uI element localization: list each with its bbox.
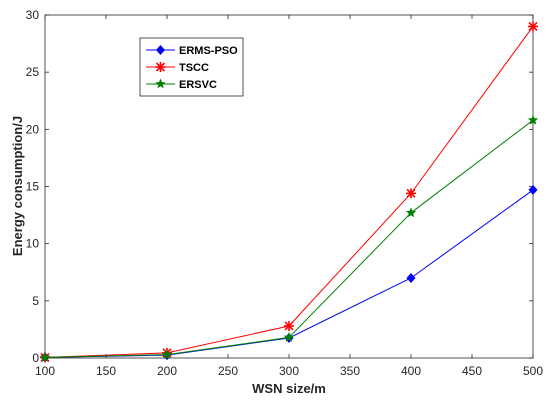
y-tick-label: 30 [26, 8, 40, 22]
x-axis-ticks: 100 150 200 250 300 350 400 450 500 [35, 15, 543, 378]
x-tick-label: 250 [218, 364, 238, 378]
y-tick-label: 20 [26, 122, 40, 136]
x-tick-label: 100 [35, 364, 55, 378]
legend: ERMS-PSO TSCC ERSVC [139, 37, 244, 97]
legend-label-ersvc: ERSVC [179, 79, 217, 91]
y-tick-label: 5 [32, 294, 39, 308]
y-tick-label: 0 [32, 351, 39, 365]
data-point-star [39, 351, 51, 362]
series-ersvc [39, 114, 539, 362]
data-point-star [161, 349, 173, 360]
y-axis-label: Energy consumption/J [10, 116, 25, 256]
x-tick-label: 200 [157, 364, 177, 378]
y-tick-label: 10 [26, 237, 40, 251]
data-point-star [405, 207, 417, 218]
x-tick-label: 350 [340, 364, 360, 378]
x-tick-label: 300 [279, 364, 299, 378]
data-point-asterisk [284, 320, 294, 331]
data-point-asterisk [406, 188, 416, 199]
legend-marker-erms-pso [156, 45, 165, 55]
legend-label-erms-pso: ERMS-PSO [179, 45, 238, 57]
data-point-star [527, 114, 539, 125]
y-tick-label: 25 [26, 65, 40, 79]
legend-label-tscc: TSCC [179, 62, 209, 74]
x-axis-label: WSN size/m [252, 381, 326, 396]
data-point-star [283, 331, 295, 342]
data-point-diamond [406, 272, 416, 283]
x-tick-label: 500 [523, 364, 543, 378]
data-point-diamond [528, 184, 538, 195]
series-layer [39, 21, 539, 363]
legend-marker-ersvc [155, 78, 166, 89]
legend-marker-tscc [155, 62, 166, 72]
x-tick-label: 150 [96, 364, 116, 378]
x-tick-label: 400 [401, 364, 421, 378]
y-axis-ticks: 0 5 10 15 20 25 30 [26, 8, 533, 365]
data-point-asterisk [528, 21, 538, 32]
y-tick-label: 15 [26, 180, 40, 194]
x-tick-label: 450 [462, 364, 482, 378]
